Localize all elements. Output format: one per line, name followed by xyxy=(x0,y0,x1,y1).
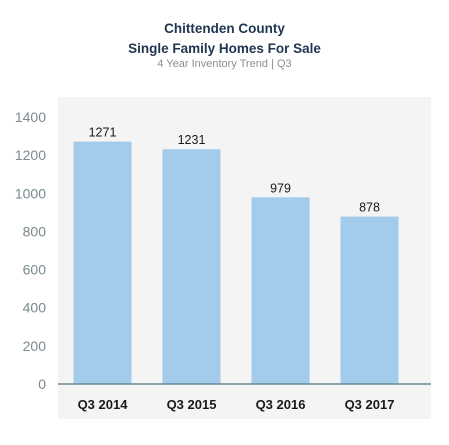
chart-subtitle: 4 Year Inventory Trend | Q3 xyxy=(157,58,292,70)
bar-q3-2016 xyxy=(251,197,310,384)
bar-q3-2015 xyxy=(162,149,221,384)
y-tick-label: 800 xyxy=(23,223,47,239)
bar-q3-2014 xyxy=(73,141,132,384)
data-label: 1231 xyxy=(178,133,206,147)
x-tick-label: Q3 2014 xyxy=(78,397,129,412)
y-tick-label: 1400 xyxy=(15,109,46,125)
data-label: 878 xyxy=(359,201,380,215)
y-tick-label: 0 xyxy=(38,376,46,392)
y-tick-label: 1000 xyxy=(15,185,46,201)
chart-title-line-2: Single Family Homes For Sale xyxy=(128,41,321,56)
y-tick-label: 1200 xyxy=(15,147,46,163)
x-tick-label: Q3 2016 xyxy=(256,397,306,412)
data-label: 979 xyxy=(270,181,291,195)
bar-q3-2017 xyxy=(340,216,399,384)
x-tick-label: Q3 2015 xyxy=(167,397,217,412)
y-tick-label: 200 xyxy=(23,338,47,354)
y-tick-label: 400 xyxy=(23,300,47,316)
data-label: 1271 xyxy=(89,126,117,140)
chart-title-line-1: Chittenden County xyxy=(164,21,285,36)
x-tick-label: Q3 2017 xyxy=(345,397,395,412)
y-tick-label: 600 xyxy=(23,262,47,278)
